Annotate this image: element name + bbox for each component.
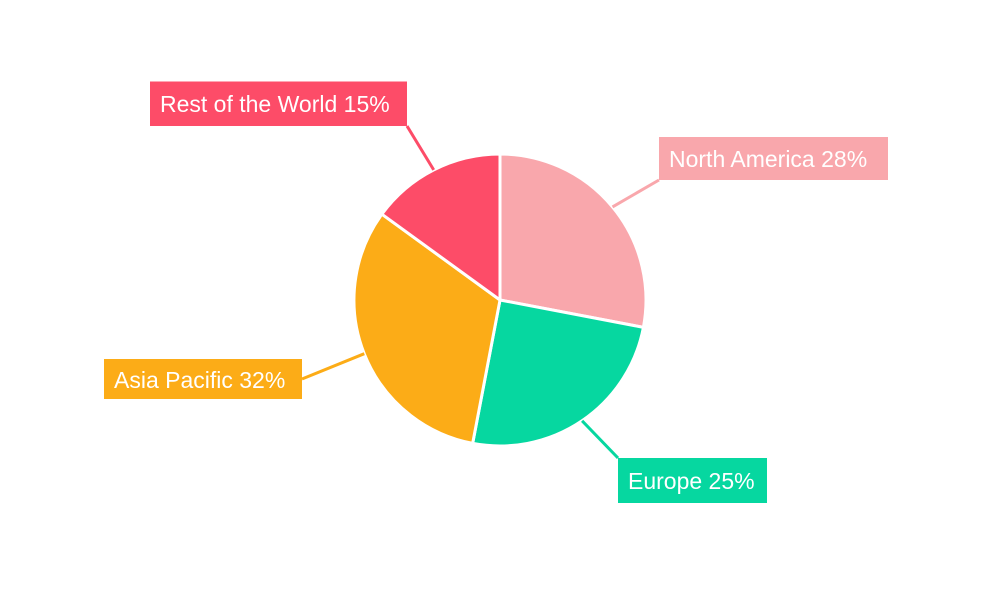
svg-text:Asia Pacific 32%: Asia Pacific 32% <box>114 367 285 393</box>
svg-text:Europe 25%: Europe 25% <box>628 468 755 494</box>
svg-text:North America 28%: North America 28% <box>669 146 867 172</box>
svg-text:Rest of the World 15%: Rest of the World 15% <box>160 91 390 117</box>
